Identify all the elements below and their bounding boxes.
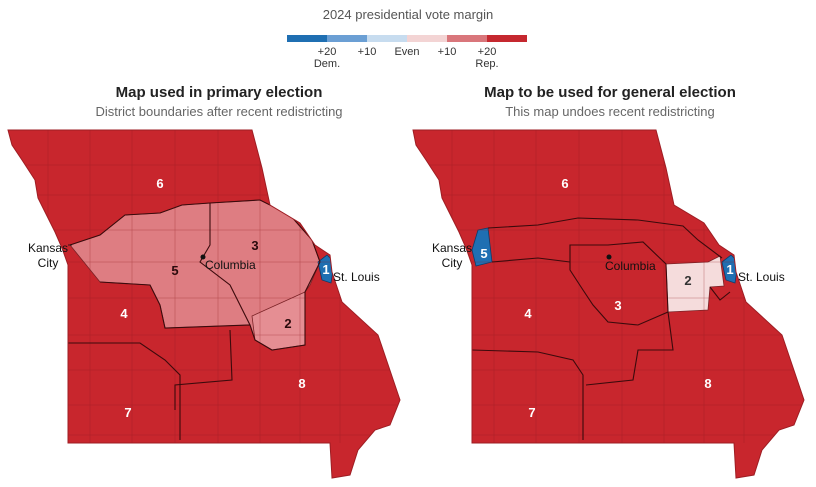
state-outline [412,129,805,479]
right-map-title: Map to be used for general election [484,84,736,101]
district-boundaries [68,199,321,440]
city-label-kansas-city-1: Kansas [28,241,68,255]
district-2-label: 2 [684,273,691,288]
legend-color-scale [287,35,527,42]
district-boundaries [471,217,731,440]
city-label-kansas-city-1: Kansas [432,241,472,255]
legend-title: 2024 presidential vote margin [322,7,494,22]
legend-label-rep10: +10 [437,46,457,58]
district-5-shape [471,227,493,267]
district-3-label: 3 [614,298,621,313]
city-label-st-louis: St. Louis [333,270,380,284]
district-6-label: 6 [561,176,568,191]
city-label-kansas-city-2: City [38,256,59,270]
district-8-label: 8 [298,376,305,391]
legend-swatch-dem20 [287,35,327,42]
district-3-label: 3 [251,238,258,253]
left-district-map: 6 5 3 4 2 1 8 7 Kansas City Columbia St.… [7,129,401,479]
city-label-kansas-city-2: City [442,256,463,270]
district-7-label: 7 [528,405,535,420]
legend-swatch-even-rep [407,35,447,42]
district-2-label: 2 [284,316,291,331]
legend-swatch-dem10 [327,35,367,42]
district-1-label: 1 [322,262,329,277]
state-outline [7,129,401,479]
county-lines [413,130,804,443]
district-5-label: 5 [480,246,487,261]
district-5-label: 5 [171,263,178,278]
district-7-label: 7 [124,405,131,420]
district-4-label: 4 [120,306,128,321]
legend-swatch-rep10 [447,35,487,42]
city-label-columbia: Columbia [605,259,656,273]
legend-label-dem20: +20 Dem. [313,46,341,70]
legend-swatch-even-dem [367,35,407,42]
district-4-label: 4 [524,306,532,321]
district-fill-base [413,130,804,478]
district-8-label: 8 [704,376,711,391]
legend-swatch-rep20 [487,35,527,42]
left-map-subtitle: District boundaries after recent redistr… [95,104,343,119]
city-label-columbia: Columbia [205,258,256,272]
left-map-title: Map used in primary election [115,84,323,101]
district-1-label: 1 [726,262,733,277]
legend-label-even: Even [394,46,420,58]
right-map-subtitle: This map undoes recent redistricting [505,104,715,119]
columbia-dot [200,254,206,260]
columbia-dot [606,254,612,260]
legend-label-dem10: +10 [357,46,377,58]
right-district-map: 6 5 3 4 2 1 8 7 Kansas City Columbia St.… [412,129,805,479]
district-6-label: 6 [156,176,163,191]
legend-label-rep20: +20 Rep. [475,46,499,70]
city-label-st-louis: St. Louis [738,270,785,284]
county-lines [8,130,400,443]
